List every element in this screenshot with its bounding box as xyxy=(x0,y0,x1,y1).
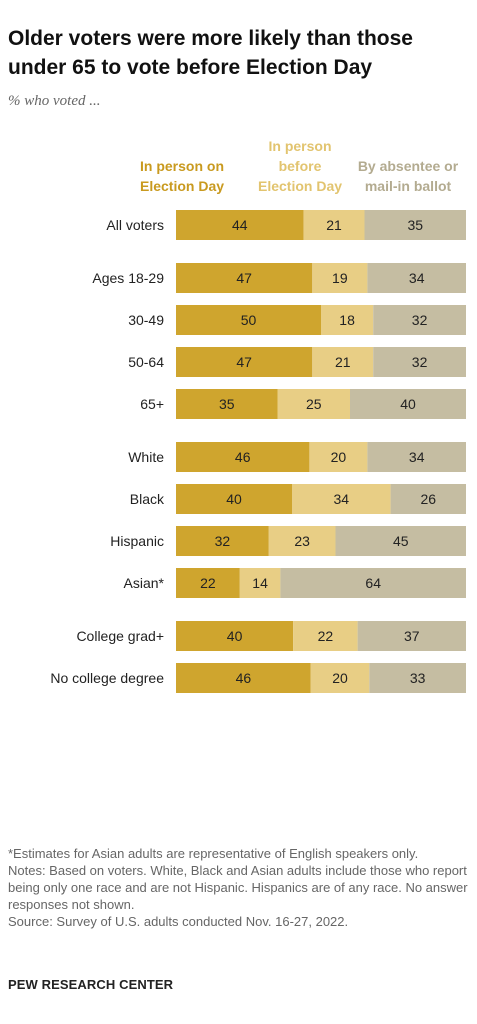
bar-value-label-asian-1: 14 xyxy=(252,575,268,591)
legend-item-absentee: By absentee or mail-in ballot xyxy=(346,156,470,196)
bar-segment-50-64-0 xyxy=(176,347,313,377)
bar-value-label-hispanic-2: 45 xyxy=(393,533,409,549)
bar-value-label-all-voters-1: 21 xyxy=(326,217,342,233)
bar-segment-65-1 xyxy=(277,389,350,419)
bar-value-label-50-64-0: 47 xyxy=(236,354,252,370)
legend-label-line: Election Day xyxy=(257,178,343,194)
bar-segment-no-college-degree-2 xyxy=(369,663,466,693)
bar-segment-college-grad-0 xyxy=(176,621,294,651)
bar-value-label-all-voters-2: 35 xyxy=(407,217,423,233)
bar-value-label-white-0: 46 xyxy=(235,449,251,465)
bar-segment-30-49-2 xyxy=(373,305,466,335)
bar-value-label-no-college-degree-0: 46 xyxy=(236,670,252,686)
category-label-asian: Asian* xyxy=(124,575,165,591)
category-label-black: Black xyxy=(130,491,165,507)
bar-segment-asian-1 xyxy=(239,568,281,598)
bar-value-label-ages-18-29-0: 47 xyxy=(236,270,252,286)
bar-segment-black-1 xyxy=(292,484,391,514)
bar-segment-hispanic-0 xyxy=(176,526,269,556)
bar-value-label-white-2: 34 xyxy=(409,449,425,465)
legend-label-line: In person on xyxy=(140,158,224,174)
bar-segment-30-49-0 xyxy=(176,305,321,335)
bar-value-label-asian-2: 64 xyxy=(365,575,381,591)
category-label-ages-18-29: Ages 18-29 xyxy=(92,270,164,286)
bar-value-label-65-2: 40 xyxy=(400,396,416,412)
bar-segment-ages-18-29-1 xyxy=(312,263,368,293)
bar-segment-black-0 xyxy=(176,484,292,514)
bar-value-label-college-grad-0: 40 xyxy=(227,628,243,644)
source-note: Source: Survey of U.S. adults conducted … xyxy=(8,914,349,929)
bar-segment-all-voters-1 xyxy=(303,210,365,240)
bar-value-label-30-49-1: 18 xyxy=(339,312,355,328)
bar-value-label-asian-0: 22 xyxy=(200,575,216,591)
bar-segment-asian-0 xyxy=(176,568,240,598)
legend-item-before-election-day: In person before Election Day xyxy=(246,136,354,196)
bar-value-label-30-49-2: 32 xyxy=(412,312,428,328)
chart-notes: *Estimates for Asian adults are represen… xyxy=(8,845,473,930)
chart-title: Older voters were more likely than those… xyxy=(8,27,413,79)
bar-segment-65-0 xyxy=(176,389,278,419)
bar-segment-65-2 xyxy=(350,389,466,419)
bar-value-label-college-grad-1: 22 xyxy=(318,628,334,644)
category-label-white: White xyxy=(128,449,164,465)
bar-segment-ages-18-29-0 xyxy=(176,263,313,293)
category-label-college-grad: College grad+ xyxy=(76,628,164,644)
bar-value-label-college-grad-2: 37 xyxy=(404,628,420,644)
category-label-hispanic: Hispanic xyxy=(110,533,164,549)
bar-segment-50-64-1 xyxy=(312,347,374,377)
bar-value-label-50-64-1: 21 xyxy=(335,354,351,370)
bar-segment-college-grad-1 xyxy=(293,621,358,651)
bar-segment-college-grad-2 xyxy=(357,621,466,651)
bar-segment-no-college-degree-1 xyxy=(310,663,370,693)
category-label-30-49: 30-49 xyxy=(128,312,164,328)
bar-segment-ages-18-29-2 xyxy=(367,263,466,293)
methodology-note: Notes: Based on voters. White, Black and… xyxy=(8,863,468,912)
chart-subtitle: % who voted ... xyxy=(8,93,101,109)
bar-segment-white-0 xyxy=(176,442,310,472)
bar-segment-all-voters-0 xyxy=(176,210,304,240)
category-label-50-64: 50-64 xyxy=(128,354,164,370)
bar-value-label-65-0: 35 xyxy=(219,396,235,412)
asterisk-note: *Estimates for Asian adults are represen… xyxy=(8,846,419,861)
legend-label-line: Election Day xyxy=(139,178,225,194)
stacked-bar-chart: All voters 44 21 35 Ages 18-29 47 19 34 30-49 50 1… xyxy=(50,210,466,693)
bar-segment-all-voters-2 xyxy=(364,210,466,240)
bar-value-label-30-49-0: 50 xyxy=(241,312,257,328)
bar-segment-white-2 xyxy=(367,442,466,472)
bar-value-label-ages-18-29-2: 34 xyxy=(409,270,425,286)
bar-segment-hispanic-1 xyxy=(268,526,336,556)
bar-value-label-ages-18-29-1: 19 xyxy=(332,270,348,286)
bar-value-label-no-college-degree-1: 20 xyxy=(332,670,348,686)
bar-segment-no-college-degree-0 xyxy=(176,663,311,693)
legend-label-line: In person xyxy=(268,138,332,154)
legend-label-line: before xyxy=(278,158,322,174)
legend-label-line: By absentee or xyxy=(357,158,459,174)
category-label-65: 65+ xyxy=(140,396,164,412)
bar-value-label-white-1: 20 xyxy=(331,449,347,465)
category-label-no-college-degree: No college degree xyxy=(50,670,164,686)
bar-segment-50-64-2 xyxy=(373,347,466,377)
bar-value-label-all-voters-0: 44 xyxy=(232,217,248,233)
bar-value-label-black-2: 26 xyxy=(421,491,437,507)
bar-segment-30-49-1 xyxy=(321,305,374,335)
bar-segment-hispanic-2 xyxy=(335,526,466,556)
bar-value-label-black-1: 34 xyxy=(334,491,350,507)
bar-segment-white-1 xyxy=(309,442,368,472)
bar-value-label-black-0: 40 xyxy=(226,491,242,507)
bar-value-label-no-college-degree-2: 33 xyxy=(410,670,426,686)
legend-label-line: mail-in ballot xyxy=(364,178,452,194)
brand-logo-text: PEW RESEARCH CENTER xyxy=(8,977,174,992)
bar-value-label-65-1: 25 xyxy=(306,396,322,412)
bar-value-label-50-64-2: 32 xyxy=(412,354,428,370)
bar-segment-asian-2 xyxy=(280,568,466,598)
legend-item-election-day: In person on Election Day xyxy=(120,156,244,196)
bar-segment-black-2 xyxy=(390,484,466,514)
category-label-all-voters: All voters xyxy=(106,217,164,233)
bar-value-label-hispanic-1: 23 xyxy=(294,533,310,549)
bar-value-label-hispanic-0: 32 xyxy=(215,533,231,549)
